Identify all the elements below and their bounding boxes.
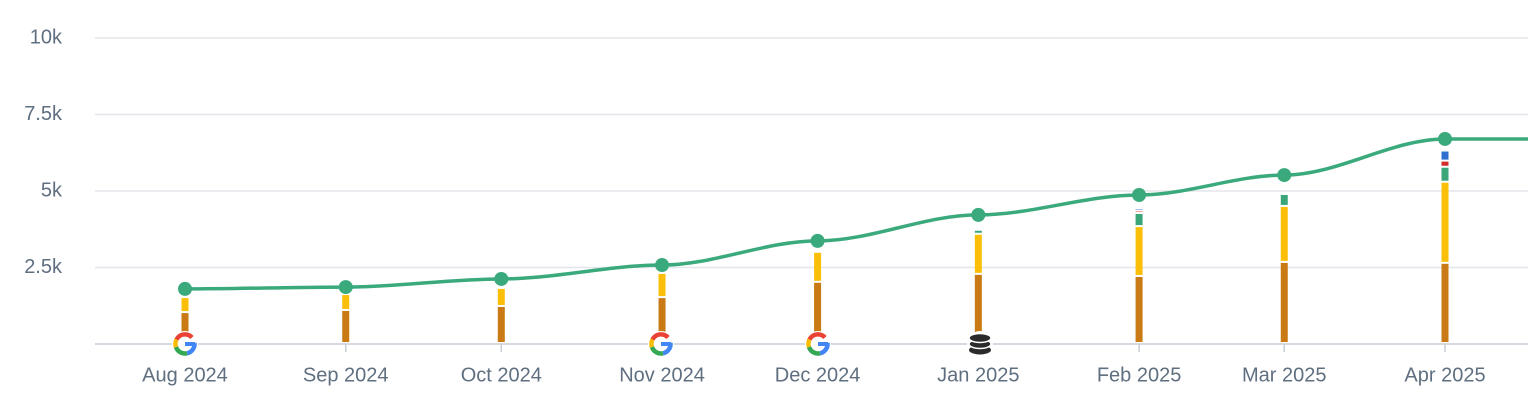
event-icons[interactable] xyxy=(172,331,993,357)
x-tick-label: Oct 2024 xyxy=(461,364,542,386)
line-point xyxy=(1277,168,1292,183)
line-point xyxy=(1438,131,1452,146)
google-update-icon[interactable] xyxy=(172,331,198,357)
x-tick-label: Nov 2024 xyxy=(619,364,705,386)
x-tick-label: Apr 2025 xyxy=(1404,364,1485,386)
x-tick-label: Dec 2024 xyxy=(775,364,861,386)
line-point xyxy=(178,281,192,296)
bar-segment xyxy=(814,252,822,281)
bar-segment xyxy=(1135,227,1143,275)
bar-segment xyxy=(1441,167,1449,181)
bar-segment xyxy=(1280,194,1288,205)
google-update-icon[interactable] xyxy=(648,331,674,357)
y-tick-label: 5k xyxy=(41,179,63,201)
y-tick-label: 10k xyxy=(30,26,63,48)
bar-segment xyxy=(181,298,189,312)
bar-segment xyxy=(497,306,505,342)
bar-segment xyxy=(1441,263,1449,342)
bar-segment xyxy=(658,298,666,342)
bar-segment xyxy=(342,310,350,342)
bar-segment xyxy=(342,295,350,309)
y-tick-label: 2.5k xyxy=(24,256,63,278)
x-tick-label: Feb 2025 xyxy=(1097,364,1182,386)
line-point xyxy=(494,271,509,286)
bar-segment xyxy=(1441,151,1449,160)
database-update-icon[interactable] xyxy=(967,331,993,357)
plot-area: 2.5k 5k 7.5k 10k Aug 2024 Sep 2024 Oct 2024 Nov… xyxy=(24,26,1528,386)
line-point xyxy=(810,233,825,248)
y-tick-label: 7.5k xyxy=(24,103,63,125)
bar-segment xyxy=(1135,213,1143,226)
x-tick-label: Jan 2025 xyxy=(937,364,1019,386)
line-point xyxy=(1132,187,1147,202)
bar-segment xyxy=(658,273,666,297)
bar-segment xyxy=(814,282,822,342)
line-point xyxy=(338,280,353,295)
bar-segment xyxy=(497,288,505,305)
line-point xyxy=(655,258,670,273)
bar-segment xyxy=(1441,182,1449,262)
bar-segment xyxy=(1135,276,1143,342)
bar-segment xyxy=(1280,262,1288,342)
bar-segment xyxy=(974,230,982,233)
line-point xyxy=(971,207,986,222)
bar-segment xyxy=(974,274,982,342)
bar-segment xyxy=(974,234,982,273)
x-tick-label: Mar 2025 xyxy=(1242,364,1327,386)
x-tick-label: Sep 2024 xyxy=(303,364,389,386)
x-tick-label: Aug 2024 xyxy=(142,364,228,386)
bar-segment xyxy=(181,313,189,342)
google-update-icon[interactable] xyxy=(805,331,831,357)
bar-segment xyxy=(1280,206,1288,261)
bar-segment xyxy=(1441,161,1449,166)
